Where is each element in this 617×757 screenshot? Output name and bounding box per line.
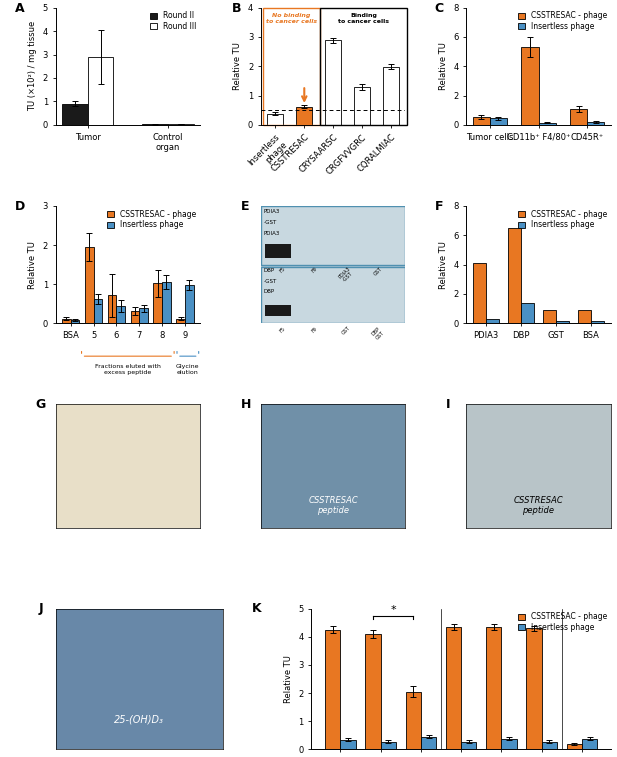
Bar xyxy=(521,47,539,125)
Bar xyxy=(587,123,604,125)
Bar xyxy=(265,244,291,257)
Bar xyxy=(261,267,405,323)
Bar xyxy=(421,737,436,749)
Text: -GST: -GST xyxy=(263,220,277,225)
Bar xyxy=(265,304,291,316)
Bar xyxy=(381,742,396,749)
Bar xyxy=(325,630,341,749)
Legend: CSSTRESAC - phage, Insertless phage: CSSTRESAC - phage, Insertless phage xyxy=(518,612,607,632)
Bar xyxy=(383,67,399,125)
Text: I: I xyxy=(446,398,450,411)
Text: C: C xyxy=(434,2,444,14)
Bar xyxy=(473,117,490,125)
Text: Fractions eluted with
excess peptide: Fractions eluted with excess peptide xyxy=(95,364,161,375)
Text: Glycine
elution: Glycine elution xyxy=(176,364,199,375)
Text: D: D xyxy=(15,200,25,213)
Text: No binding
to cancer cells: No binding to cancer cells xyxy=(266,13,317,23)
Text: Binding
to cancer cells: Binding to cancer cells xyxy=(338,13,389,23)
Bar xyxy=(71,320,80,323)
Text: PDIA3
-GST: PDIA3 -GST xyxy=(337,266,355,284)
Bar xyxy=(85,247,94,323)
Text: F9: F9 xyxy=(310,266,318,273)
Y-axis label: Relative TU: Relative TU xyxy=(284,655,293,703)
Bar xyxy=(591,321,604,323)
Legend: CSSTRESAC - phage, Insertless phage: CSSTRESAC - phage, Insertless phage xyxy=(107,210,196,229)
Bar xyxy=(566,744,582,749)
Bar xyxy=(62,104,88,125)
Bar xyxy=(461,742,476,749)
Bar xyxy=(267,114,283,125)
Bar xyxy=(526,628,542,749)
Text: J: J xyxy=(39,602,43,615)
Bar xyxy=(94,299,102,323)
Bar xyxy=(139,308,148,323)
Legend: CSSTRESAC - phage, Insertless phage: CSSTRESAC - phage, Insertless phage xyxy=(518,210,607,229)
Bar xyxy=(62,319,71,323)
Text: F5: F5 xyxy=(279,266,286,273)
Text: PDIA3: PDIA3 xyxy=(263,231,280,235)
Text: A: A xyxy=(15,2,25,14)
Text: 25-(OH)D₃: 25-(OH)D₃ xyxy=(114,714,164,724)
Bar xyxy=(341,740,355,749)
Text: *: * xyxy=(391,606,396,615)
Bar xyxy=(365,634,381,749)
Text: F: F xyxy=(434,200,443,213)
Bar xyxy=(176,319,185,323)
Bar xyxy=(486,319,499,323)
Bar xyxy=(539,123,555,125)
Bar xyxy=(490,118,507,125)
Bar xyxy=(446,627,461,749)
Bar xyxy=(162,282,171,323)
Text: F5: F5 xyxy=(279,326,286,333)
Text: CSSTRESAC
peptide: CSSTRESAC peptide xyxy=(308,496,358,516)
Bar xyxy=(473,263,486,323)
Legend: Round II, Round III: Round II, Round III xyxy=(150,11,196,31)
Y-axis label: Relative TU: Relative TU xyxy=(439,42,448,90)
Text: DBP: DBP xyxy=(263,268,275,273)
Y-axis label: Relative TU: Relative TU xyxy=(439,241,448,288)
Bar xyxy=(542,742,557,749)
Text: B: B xyxy=(232,2,241,14)
Text: E: E xyxy=(241,200,249,213)
Bar xyxy=(578,310,591,323)
Bar xyxy=(486,627,502,749)
Bar xyxy=(502,739,516,749)
Y-axis label: Relative TU: Relative TU xyxy=(233,42,242,90)
Bar xyxy=(543,310,556,323)
Legend: CSSTRESAC - phage, Insertless phage: CSSTRESAC - phage, Insertless phage xyxy=(518,11,607,31)
Y-axis label: Relative TU: Relative TU xyxy=(28,241,37,288)
Bar xyxy=(88,57,114,125)
Text: PDIA3: PDIA3 xyxy=(263,210,280,214)
Text: CSSTRESAC
peptide: CSSTRESAC peptide xyxy=(513,496,563,516)
Bar xyxy=(117,306,125,323)
Bar xyxy=(570,109,587,125)
Bar xyxy=(521,303,534,323)
Y-axis label: TU (×10²) / mg tissue: TU (×10²) / mg tissue xyxy=(28,21,37,111)
Bar xyxy=(108,295,117,323)
Text: DBP: DBP xyxy=(263,289,275,294)
Text: H: H xyxy=(241,398,251,411)
Bar xyxy=(325,40,341,125)
Text: -GST: -GST xyxy=(263,279,277,284)
Bar xyxy=(263,8,320,125)
Bar xyxy=(405,692,421,749)
Text: DBP
GST: DBP GST xyxy=(371,326,386,341)
Bar xyxy=(185,285,194,323)
Bar xyxy=(508,228,521,323)
Bar xyxy=(261,206,405,265)
Text: G: G xyxy=(35,398,46,411)
Text: F9: F9 xyxy=(310,326,318,333)
Text: GST: GST xyxy=(341,326,352,336)
Bar xyxy=(582,739,597,749)
Text: GST: GST xyxy=(373,266,383,276)
Bar xyxy=(168,124,194,125)
Bar xyxy=(154,283,162,323)
Text: K: K xyxy=(252,602,261,615)
Bar xyxy=(296,107,312,125)
Bar xyxy=(556,321,569,323)
Bar xyxy=(131,311,139,323)
Bar xyxy=(354,87,370,125)
Bar xyxy=(320,8,407,125)
